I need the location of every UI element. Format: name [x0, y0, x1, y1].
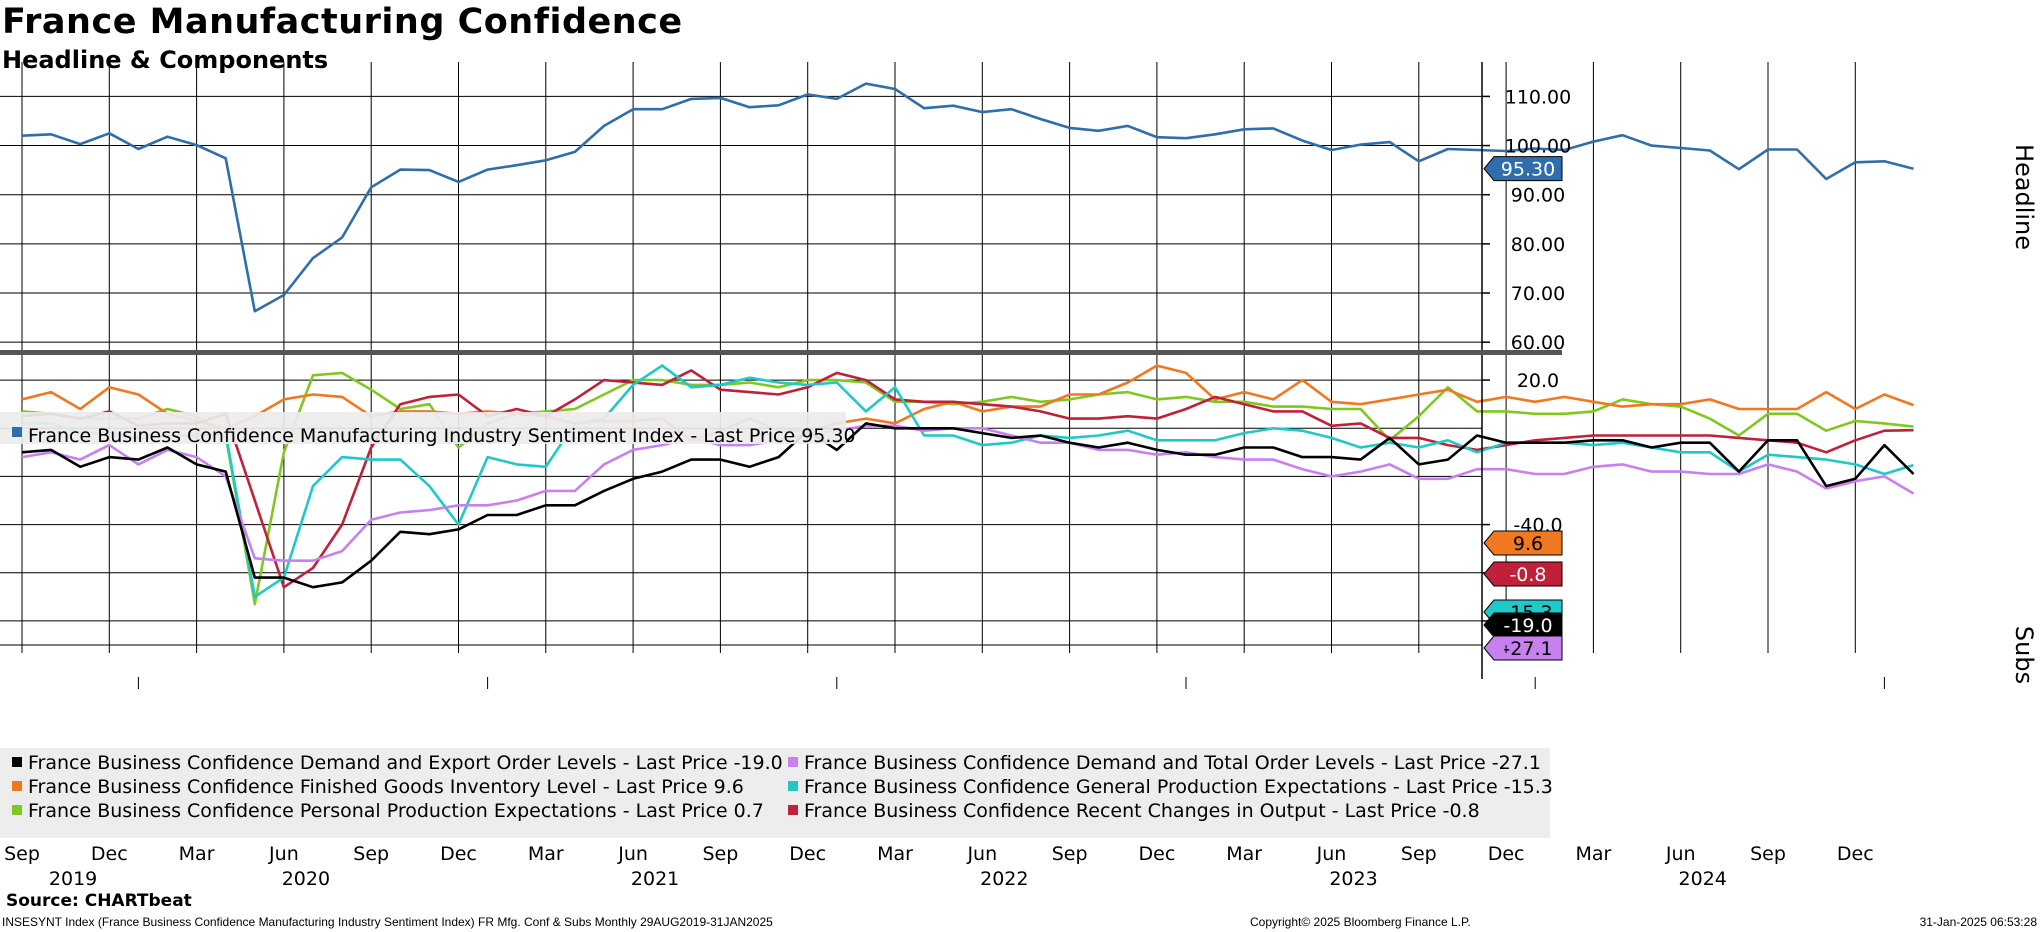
last-value-tag-text: 95.30 — [1501, 159, 1555, 181]
last-value-tag-text: -27.1 — [1503, 638, 1552, 660]
panel-separator — [0, 350, 1562, 355]
last-value-tag-bg — [1483, 530, 1563, 556]
y-tick-label-headline: 110.00 — [1505, 86, 1571, 108]
last-value-tag-text: -0.8 — [1509, 564, 1546, 586]
last-value-tag-text: 9.6 — [1513, 533, 1543, 555]
y-tick-label-headline: 100.00 — [1505, 136, 1571, 158]
x-month-label: Dec — [91, 843, 128, 865]
y-tick-label-subs: 20.0 — [1517, 370, 1559, 392]
last-value-tag-bg — [1483, 635, 1563, 661]
series-line-190 — [21, 422, 1915, 589]
y-tick-label-headline: 70.00 — [1511, 283, 1565, 305]
x-month-label: Jun — [966, 843, 997, 865]
x-month-label: Mar — [877, 843, 913, 865]
chart-title: France Manufacturing Confidence — [2, 2, 683, 42]
subs-legend-swatch — [12, 805, 22, 815]
subs-legend-label: France Business Confidence Demand and Ex… — [28, 752, 783, 774]
series-line-08 — [21, 369, 1914, 589]
demand-export-last-value: -19.0 — [1483, 612, 1563, 638]
subs-legend-label: France Business Confidence Personal Prod… — [28, 800, 764, 822]
legends: France Business Confidence Manufacturing… — [0, 412, 1553, 838]
x-year-label: 2021 — [631, 868, 679, 890]
x-month-label: Sep — [702, 843, 738, 865]
x-month-label: Dec — [440, 843, 477, 865]
headline-plot — [21, 82, 1914, 313]
footer-index-description: INSESYNT Index (France Business Confiden… — [2, 915, 773, 929]
headline-last-value: 95.30 — [1483, 156, 1563, 182]
x-month-label: Dec — [789, 843, 826, 865]
axis-title-headline: Headline — [2010, 144, 2038, 250]
last-value-tag-text: -19.0 — [1503, 615, 1552, 637]
subs-legend-label: France Business Confidence General Produ… — [804, 776, 1553, 798]
demand-total-last-value: -27.1 — [1483, 635, 1563, 661]
subs-legend-box — [0, 748, 1550, 838]
x-month-label: Dec — [1837, 843, 1874, 865]
subs-legend-swatch — [12, 757, 22, 767]
last-value-tag-bg — [1483, 561, 1563, 587]
subs-legend-swatch — [788, 805, 798, 815]
x-month-label: Jun — [268, 843, 299, 865]
last-value-tag-bg — [1483, 156, 1563, 182]
x-year-label: 2020 — [282, 868, 330, 890]
footer-timestamp: 31-Jan-2025 06:53:28 — [1919, 915, 2037, 929]
x-month-label: Mar — [179, 843, 215, 865]
x-month-label: Sep — [1052, 843, 1088, 865]
x-month-label: Mar — [1226, 843, 1262, 865]
last-value-tag-bg — [1483, 612, 1563, 638]
subs-legend-label: France Business Confidence Recent Change… — [804, 800, 1480, 822]
x-year-label: 2023 — [1329, 868, 1377, 890]
x-month-label: Sep — [353, 843, 389, 865]
series-line-96 — [21, 364, 1914, 442]
y-tick-label-headline: 80.00 — [1511, 234, 1565, 256]
inventory-last-value: 9.6 — [1483, 530, 1563, 556]
x-month-label: Sep — [4, 843, 40, 865]
headline-legend-swatch — [12, 427, 22, 437]
y-axes: 110.00100.0090.0080.0070.0060.0020.0-40.… — [1482, 86, 2038, 684]
output-last-value: -0.8 — [1483, 561, 1563, 587]
subs-legend-label: France Business Confidence Finished Good… — [28, 776, 744, 798]
x-axis: Sep Dec Mar Jun Sep Dec Mar Jun Sep Dec Mar Jun Sep D… — [4, 645, 1885, 890]
footer-copyright: Copyright© 2025 Bloomberg Finance L.P. — [1250, 915, 1471, 929]
x-month-label: Jun — [617, 843, 648, 865]
series-line-153 — [22, 364, 1914, 599]
headline-legend-box — [0, 412, 846, 444]
series-line-271 — [21, 424, 1915, 563]
axis-title-subs: Subs — [2010, 626, 2038, 684]
subs-legend-swatch — [12, 781, 22, 791]
x-month-label: Dec — [1139, 843, 1176, 865]
y-tick-label-headline: 90.00 — [1511, 185, 1565, 207]
x-month-label: Mar — [528, 843, 564, 865]
source-note: Source: CHARTbeat — [6, 891, 192, 911]
subs-legend-swatch — [788, 757, 798, 767]
x-month-label: Mar — [1575, 843, 1611, 865]
x-month-label: Jun — [1316, 843, 1347, 865]
subs-legend-label: France Business Confidence Demand and To… — [804, 752, 1541, 774]
series-line-9530 — [21, 82, 1914, 313]
subs-plot — [21, 364, 1915, 606]
x-year-label: 2024 — [1679, 868, 1727, 890]
x-month-label: Jun — [1665, 843, 1696, 865]
x-month-label: Sep — [1750, 843, 1786, 865]
x-month-label: Sep — [1401, 843, 1437, 865]
y-tick-label-headline: 60.00 — [1511, 332, 1565, 354]
x-year-label: 2022 — [980, 868, 1028, 890]
x-year-label: 2019 — [49, 868, 97, 890]
plot-frame — [0, 62, 1562, 679]
chart-subtitle: Headline & Components — [2, 46, 329, 74]
x-month-label: Dec — [1488, 843, 1525, 865]
subs-legend-swatch — [788, 781, 798, 791]
headline-legend-label: France Business Confidence Manufacturing… — [28, 425, 856, 447]
